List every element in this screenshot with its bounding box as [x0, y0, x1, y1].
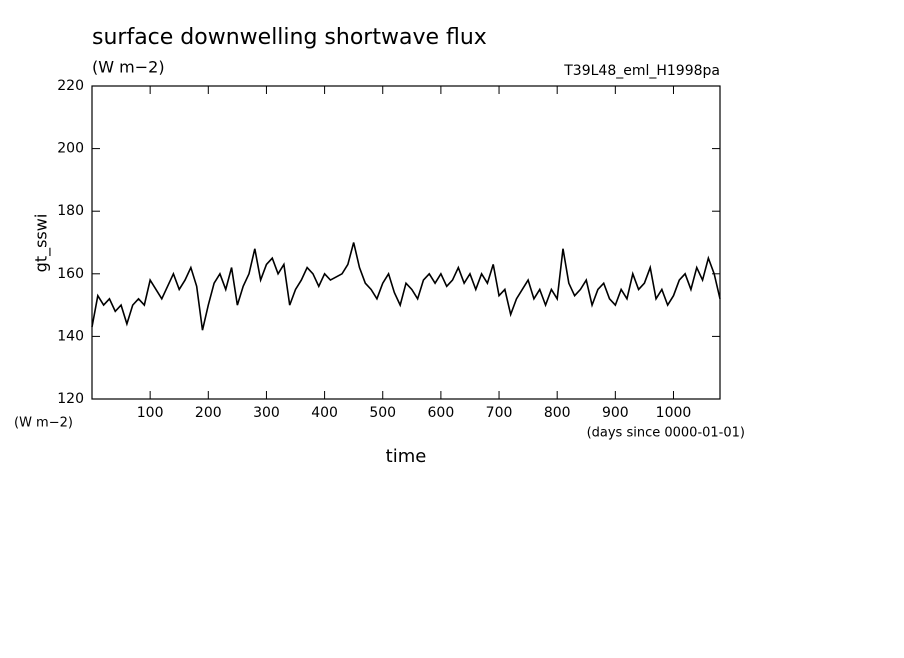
x-tick-label: 800	[544, 405, 571, 421]
y-tick-label: 180	[57, 203, 84, 219]
x-tick-label: 900	[602, 405, 629, 421]
data-line	[91, 242, 721, 331]
x-tick-label: 300	[253, 405, 280, 421]
chart-subtitle: (W m−2)	[92, 58, 165, 77]
y-tick-label: 220	[57, 78, 84, 94]
x-tick-label: 1000	[656, 405, 692, 421]
y-tick-label: 200	[57, 141, 84, 157]
y-tick-label: 140	[57, 328, 84, 344]
x-tick-label: 100	[137, 405, 164, 421]
plot-frame	[91, 85, 721, 400]
x-tick-label: 400	[311, 405, 338, 421]
y-axis-unit: (W m−2)	[14, 416, 73, 431]
x-axis-label: time	[386, 446, 427, 467]
y-tick-label: 120	[57, 391, 84, 407]
x-tick-label: 600	[428, 405, 455, 421]
x-axis-unit: (days since 0000-01-01)	[587, 426, 745, 441]
x-tick-label: 200	[195, 405, 222, 421]
chart-title: surface downwelling shortwave flux	[92, 25, 487, 50]
x-tick-label: 500	[369, 405, 396, 421]
run-label: T39L48_eml_H1998pa	[563, 63, 720, 79]
x-tick-label: 700	[486, 405, 513, 421]
y-axis-label: gt_sswi	[32, 214, 52, 273]
y-tick-label: 160	[57, 266, 84, 282]
